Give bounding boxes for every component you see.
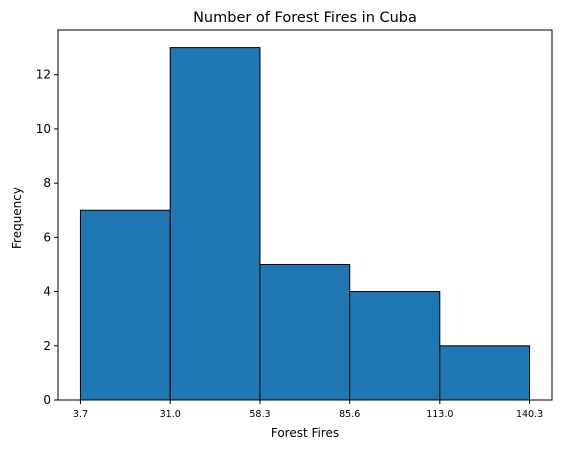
y-tick-label: 2 bbox=[43, 339, 51, 353]
y-tick-label: 4 bbox=[43, 285, 51, 299]
histogram-bar bbox=[259, 263, 351, 401]
x-tick-label: 3.7 bbox=[73, 409, 88, 420]
y-tick-label: 6 bbox=[43, 230, 51, 244]
y-tick-label: 8 bbox=[43, 176, 51, 190]
chart-title: Number of Forest Fires in Cuba bbox=[193, 10, 417, 26]
y-axis-ticks: 0 2 4 6 8 10 12 bbox=[36, 68, 58, 407]
y-tick-label: 12 bbox=[36, 68, 51, 82]
x-axis-label: Forest Fires bbox=[271, 426, 339, 440]
y-axis-label: Frequency bbox=[10, 187, 24, 249]
histogram-bar bbox=[79, 209, 171, 401]
plot-frame bbox=[57, 29, 553, 401]
y-tick-label: 10 bbox=[36, 122, 51, 136]
x-tick-label: 85.6 bbox=[339, 409, 360, 420]
y-tick-label: 0 bbox=[43, 393, 51, 407]
x-tick-label: 58.3 bbox=[249, 409, 270, 420]
x-tick-label: 31.0 bbox=[160, 409, 181, 420]
histogram-bar bbox=[349, 291, 441, 401]
histogram-bar bbox=[439, 345, 531, 401]
bars-group bbox=[79, 47, 531, 401]
x-tick-label: 113.0 bbox=[426, 409, 453, 420]
x-tick-label: 140.3 bbox=[516, 409, 543, 420]
histogram-bar bbox=[169, 47, 261, 401]
x-axis-ticks: 3.7 31.0 58.3 85.6 113.0 140.3 bbox=[73, 400, 543, 420]
